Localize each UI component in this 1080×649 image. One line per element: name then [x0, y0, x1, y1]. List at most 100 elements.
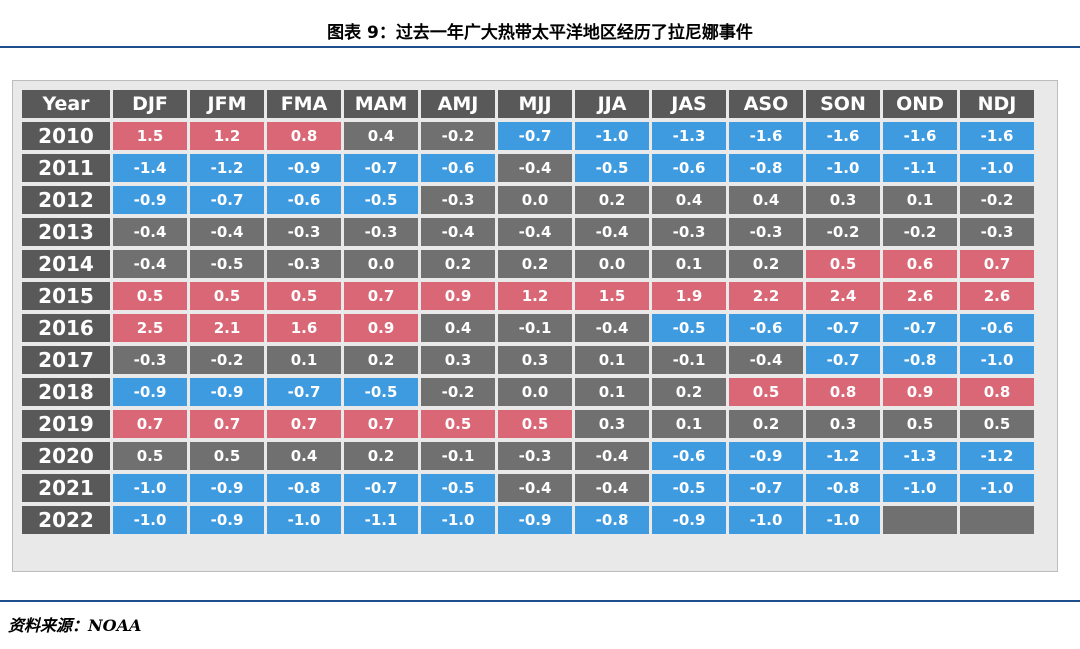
oni-value-cell: -0.6 [652, 442, 726, 470]
oni-value-cell: 0.5 [190, 442, 264, 470]
oni-value-cell: -1.2 [806, 442, 880, 470]
oni-value-cell: -0.7 [806, 346, 880, 374]
oni-value-cell: 0.8 [806, 378, 880, 406]
oni-value-cell: -0.9 [652, 506, 726, 534]
oni-value-cell: -1.6 [729, 122, 803, 150]
year-label: 2021 [22, 474, 110, 502]
oni-value-cell [960, 506, 1034, 534]
oni-value-cell: -1.2 [960, 442, 1034, 470]
oni-value-cell: -0.4 [575, 314, 649, 342]
column-header-mam: MAM [344, 90, 418, 118]
oni-value-cell: 0.5 [960, 410, 1034, 438]
source-note: 资料来源：NOAA [8, 616, 142, 635]
year-label: 2015 [22, 282, 110, 310]
oni-value-cell: -1.0 [267, 506, 341, 534]
oni-value-cell: -0.1 [652, 346, 726, 374]
oni-value-cell: 0.7 [267, 410, 341, 438]
oni-value-cell: -0.3 [113, 346, 187, 374]
table-row: 2012 -0.9 -0.7 -0.6 -0.5 -0.3 0.0 0.2 0.4 0.4 0.3 0… [22, 186, 1034, 214]
oni-value-cell: 0.7 [113, 410, 187, 438]
oni-value-cell: 2.6 [960, 282, 1034, 310]
table-row: 2020 0.5 0.5 0.4 0.2 -0.1 -0.3 -0.4 -0.6 -0.9 -1.2… [22, 442, 1034, 470]
oni-value-cell: -0.8 [806, 474, 880, 502]
column-header-jfm: JFM [190, 90, 264, 118]
oni-value-cell: -0.8 [267, 474, 341, 502]
column-header-jja: JJA [575, 90, 649, 118]
column-header-djf: DJF [113, 90, 187, 118]
oni-value-cell: 2.1 [190, 314, 264, 342]
oni-value-cell: 0.1 [267, 346, 341, 374]
oni-value-cell: -0.3 [729, 218, 803, 246]
oni-value-cell: -0.6 [729, 314, 803, 342]
oni-value-cell: 0.7 [960, 250, 1034, 278]
oni-value-cell: -0.7 [344, 154, 418, 182]
year-label: 2018 [22, 378, 110, 406]
oni-value-cell: -0.9 [190, 474, 264, 502]
oni-value-cell: 1.5 [575, 282, 649, 310]
column-header-ndj: NDJ [960, 90, 1034, 118]
oni-value-cell: 0.3 [498, 346, 572, 374]
column-header-mjj: MJJ [498, 90, 572, 118]
oni-value-cell: -1.0 [806, 154, 880, 182]
table-row: 2013 -0.4 -0.4 -0.3 -0.3 -0.4 -0.4 -0.4 -0.3 -0.3… [22, 218, 1034, 246]
oni-value-cell: -0.7 [729, 474, 803, 502]
oni-value-cell: -0.4 [498, 474, 572, 502]
oni-value-cell: -1.1 [344, 506, 418, 534]
oni-value-cell: 0.5 [498, 410, 572, 438]
oni-value-cell: 0.7 [344, 410, 418, 438]
oni-value-cell: -0.5 [575, 154, 649, 182]
oni-value-cell: 0.5 [267, 282, 341, 310]
oni-value-cell: -0.6 [960, 314, 1034, 342]
oni-value-cell: 0.4 [729, 186, 803, 214]
oni-value-cell: 0.0 [575, 250, 649, 278]
oni-value-cell: 1.6 [267, 314, 341, 342]
oni-value-cell: -1.0 [729, 506, 803, 534]
oni-value-cell: 0.9 [883, 378, 957, 406]
oni-value-cell: 0.3 [806, 410, 880, 438]
year-label: 2012 [22, 186, 110, 214]
oni-value-cell: 1.5 [113, 122, 187, 150]
column-header-son: SON [806, 90, 880, 118]
oni-value-cell: -0.5 [421, 474, 495, 502]
oni-value-cell: -0.8 [729, 154, 803, 182]
oni-value-cell: -0.4 [113, 218, 187, 246]
oni-value-cell: -0.9 [267, 154, 341, 182]
oni-value-cell: 0.4 [421, 314, 495, 342]
table-row: 2022 -1.0 -0.9 -1.0 -1.1 -1.0 -0.9 -0.8 -0.9 -1.0… [22, 506, 1034, 534]
oni-value-cell: 0.2 [344, 442, 418, 470]
oni-value-cell: 0.0 [498, 186, 572, 214]
bottom-divider [0, 600, 1080, 602]
oni-value-cell: -1.6 [960, 122, 1034, 150]
oni-value-cell: -0.7 [806, 314, 880, 342]
oni-value-cell: 0.2 [652, 378, 726, 406]
oni-value-cell: -0.3 [652, 218, 726, 246]
oni-value-cell: 1.2 [190, 122, 264, 150]
oni-value-cell: 0.5 [113, 442, 187, 470]
oni-value-cell: -0.4 [190, 218, 264, 246]
oni-value-cell: -0.2 [190, 346, 264, 374]
oni-value-cell: 0.1 [575, 378, 649, 406]
oni-value-cell: -0.2 [806, 218, 880, 246]
oni-value-cell: 0.6 [883, 250, 957, 278]
oni-value-cell: -0.9 [113, 378, 187, 406]
oni-value-cell: 0.3 [806, 186, 880, 214]
oni-value-cell: -0.2 [421, 122, 495, 150]
oni-table: Year DJF JFM FMA MAM AMJ MJJ JJA JAS ASO SON OND ND… [19, 86, 1037, 538]
oni-value-cell: -0.4 [575, 442, 649, 470]
year-label: 2010 [22, 122, 110, 150]
oni-value-cell: 0.8 [267, 122, 341, 150]
column-header-jas: JAS [652, 90, 726, 118]
oni-value-cell: 0.4 [344, 122, 418, 150]
oni-value-cell: -0.8 [883, 346, 957, 374]
oni-value-cell: -1.4 [113, 154, 187, 182]
oni-value-cell: -0.5 [652, 474, 726, 502]
oni-value-cell: 0.2 [729, 250, 803, 278]
oni-value-cell: -0.3 [344, 218, 418, 246]
table-row: 2011 -1.4 -1.2 -0.9 -0.7 -0.6 -0.4 -0.5 -0.6 -0.8… [22, 154, 1034, 182]
oni-value-cell: -0.7 [498, 122, 572, 150]
oni-value-cell: 0.4 [267, 442, 341, 470]
year-label: 2022 [22, 506, 110, 534]
oni-value-cell: -0.3 [498, 442, 572, 470]
oni-value-cell: -0.5 [190, 250, 264, 278]
oni-value-cell: 0.1 [575, 346, 649, 374]
